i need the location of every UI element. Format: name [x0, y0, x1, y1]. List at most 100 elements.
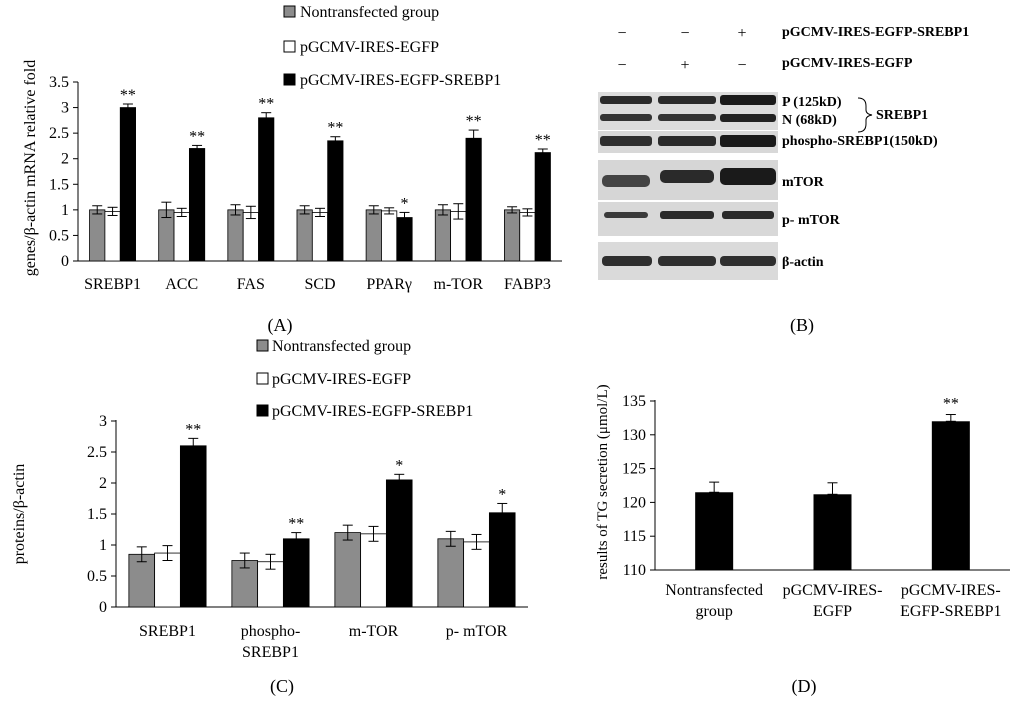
category-label: Nontransfected: [665, 582, 763, 599]
bar: [396, 217, 413, 262]
blot-strip-srebp1: [598, 92, 778, 130]
y-tick-label: 115: [623, 528, 646, 545]
blot-label-beta-actin: β-actin: [782, 255, 824, 270]
band-n-lane1: [600, 114, 652, 121]
band-n-lane3: [720, 114, 776, 122]
significance-marker: **: [535, 132, 551, 149]
bar: [327, 140, 344, 262]
y-tick-label: 110: [623, 562, 646, 579]
band-pmtor-lane1: [604, 212, 648, 218]
band-phospho-lane3: [720, 135, 776, 147]
category-label: SREBP1: [84, 276, 141, 293]
significance-marker: *: [400, 195, 408, 212]
panel-c-chart: Nontransfected group pGCMV-IRES-EGFP pGC…: [11, 338, 528, 697]
y-tick-label: 2: [99, 475, 107, 492]
bar: [434, 209, 452, 262]
bar: [258, 117, 275, 262]
significance-marker: **: [288, 516, 304, 533]
bar: [931, 421, 970, 570]
y-tick-label: 130: [622, 427, 646, 444]
panel-a-chart: Nontransfected group pGCMV-IRES-EGFP pGC…: [22, 4, 562, 336]
band-mtor-lane2: [660, 170, 714, 183]
panel-c-category-labels: SREBP1 phospho- SREBP1 m-TOR p- mTOR: [139, 623, 508, 661]
panel-d-chart: results of TG secretion (μmol/L) 1101151…: [595, 384, 1010, 697]
bar: [89, 209, 106, 262]
bar: [365, 209, 382, 262]
legend-label-egfp: pGCMV-IRES-EGFP: [300, 39, 439, 56]
blot-label-p: P (125kD): [782, 95, 842, 110]
band-mtor-lane3: [720, 168, 776, 185]
bar: [227, 209, 244, 262]
category-label: p- mTOR: [446, 623, 508, 640]
legend-swatch-egfp: [283, 40, 296, 53]
category-label: EGFP-SREBP1: [900, 603, 1001, 620]
band-p-lane3: [720, 95, 776, 105]
significance-marker: *: [498, 486, 506, 503]
legend-label-egfp: pGCMV-IRES-EGFP: [272, 371, 411, 388]
legend-label-nontransfected: Nontransfected group: [300, 4, 439, 21]
significance-marker: **: [185, 421, 201, 438]
panel-c-label: (C): [270, 676, 294, 697]
bar: [311, 212, 329, 262]
legend-swatch-nontransfected: [283, 5, 296, 18]
blot-strip-beta-actin: [598, 242, 778, 280]
y-tick-label: 2.5: [49, 125, 69, 142]
category-label: group: [696, 603, 733, 620]
bar: [381, 210, 398, 262]
bar: [179, 445, 207, 608]
y-tick-label: 0: [99, 599, 107, 616]
category-label: PPARγ: [366, 276, 412, 293]
blot-label-phospho-srebp1: phospho-SREBP1(150kD): [782, 134, 938, 149]
significance-marker: **: [120, 87, 136, 104]
category-label: SCD: [304, 276, 335, 293]
y-tick-label: 1: [99, 537, 107, 554]
blot-strip-p-mtor: [598, 202, 778, 236]
y-tick-label: 1.5: [49, 176, 69, 193]
category-label: SREBP1: [242, 644, 299, 661]
blot-label-mtor: mTOR: [782, 175, 825, 190]
category-label: pGCMV-IRES-: [783, 582, 883, 599]
blot-sign-r1-lane3: +: [737, 25, 746, 42]
blot-brace-label: SREBP1: [876, 108, 928, 123]
legend-swatch-egfp: [256, 372, 269, 385]
y-tick-label: 2.5: [87, 444, 107, 461]
bar: [154, 552, 181, 608]
blot-sign-r2-lane1: −: [617, 57, 626, 74]
legend-swatch-srebp1: [256, 404, 269, 417]
panel-a-legend: Nontransfected group pGCMV-IRES-EGFP pGC…: [283, 4, 501, 89]
panel-d-label: (D): [792, 676, 817, 697]
category-label: EGFP: [813, 603, 852, 620]
category-label: phospho-: [241, 623, 301, 640]
bar: [385, 479, 413, 608]
blot-strip-phospho-srebp1: [598, 131, 778, 153]
band-n-lane2: [658, 114, 716, 121]
band-pmtor-lane2: [660, 211, 714, 219]
blot-strip-mtor: [598, 160, 778, 200]
bar: [119, 107, 136, 262]
blot-sign-r1-lane2: −: [680, 25, 689, 42]
bar: [695, 492, 734, 570]
band-actin-lane3: [720, 256, 776, 266]
bar: [296, 209, 313, 262]
bar: [488, 512, 516, 608]
blot-header-label-srebp1: pGCMV-IRES-EGFP-SREBP1: [782, 25, 969, 40]
legend-swatch-srebp1: [283, 73, 296, 86]
bar: [334, 532, 362, 608]
y-tick-label: 135: [622, 393, 646, 410]
panel-a-y-ticks: 0 0.5 1 1.5 2 2.5 3 3.5: [49, 74, 78, 270]
bar: [128, 553, 156, 608]
category-label: FABP3: [504, 276, 551, 293]
blot-sign-r2-lane3: −: [737, 57, 746, 74]
blot-label-n: N (68kD): [782, 113, 837, 128]
significance-marker: **: [943, 396, 959, 413]
y-tick-label: 1.5: [87, 506, 107, 523]
band-mtor-lane1: [602, 175, 650, 187]
bar: [813, 494, 852, 570]
significance-marker: *: [395, 457, 403, 474]
y-tick-label: 3: [61, 100, 69, 117]
bar: [188, 148, 206, 262]
band-actin-lane1: [602, 256, 652, 266]
blot-sign-r2-lane2: +: [680, 57, 689, 74]
blot-label-p-mtor: p- mTOR: [782, 213, 841, 228]
